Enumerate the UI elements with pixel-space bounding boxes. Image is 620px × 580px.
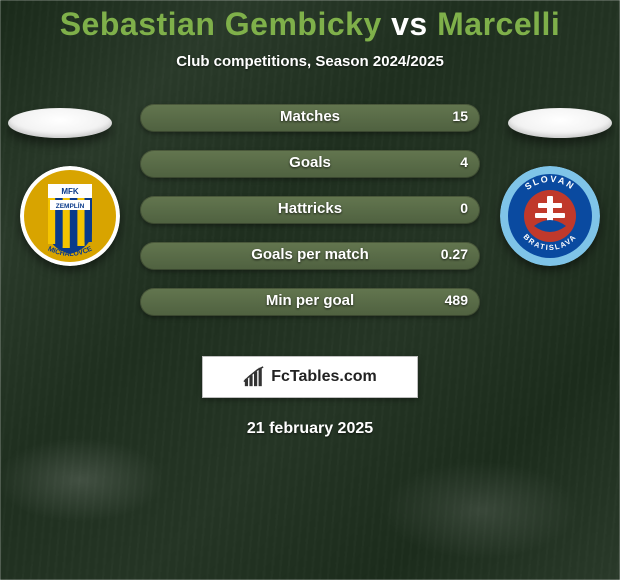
vs-text: vs <box>391 6 428 42</box>
stat-row: Goals per match0.27 <box>140 242 480 270</box>
stat-value-right: 0 <box>460 200 468 216</box>
comparison-card: Sebastian Gembicky vs Marcelli Club comp… <box>0 0 620 580</box>
stats-list: Matches15 Goals4 Hattricks0 Goals per match… <box>140 104 480 334</box>
stat-row: Matches15 <box>140 104 480 132</box>
stat-value-right: 489 <box>445 292 468 308</box>
player1-name: Sebastian Gembicky <box>60 6 382 42</box>
stat-label: Hattricks <box>140 200 480 217</box>
stats-arena: MFK ZEMPLÍN MICHALOVCE SLOVAN <box>0 108 620 338</box>
stat-value-right: 15 <box>452 108 468 124</box>
club-badge-left: MFK ZEMPLÍN MICHALOVCE <box>20 166 120 266</box>
svg-text:MFK: MFK <box>61 187 79 196</box>
stat-value-right: 4 <box>460 154 468 170</box>
date-text: 21 february 2025 <box>0 420 620 438</box>
spotlight-right <box>508 108 612 138</box>
stat-label: Goals per match <box>140 246 480 263</box>
chart-icon <box>243 366 265 388</box>
stat-label: Min per goal <box>140 292 480 309</box>
player2-name: Marcelli <box>437 6 560 42</box>
stat-row: Hattricks0 <box>140 196 480 224</box>
brand-text: FcTables.com <box>271 368 377 386</box>
spotlight-left <box>8 108 112 138</box>
stat-label: Matches <box>140 108 480 125</box>
club-logo-left: MFK ZEMPLÍN MICHALOVCE <box>20 166 120 266</box>
stat-label: Goals <box>140 154 480 171</box>
page-title: Sebastian Gembicky vs Marcelli <box>0 0 620 43</box>
svg-text:ZEMPLÍN: ZEMPLÍN <box>56 201 85 210</box>
stat-row: Min per goal489 <box>140 288 480 316</box>
stat-value-right: 0.27 <box>441 246 468 262</box>
brand-box[interactable]: FcTables.com <box>202 356 418 398</box>
stat-row: Goals4 <box>140 150 480 178</box>
subtitle: Club competitions, Season 2024/2025 <box>0 53 620 70</box>
club-logo-right: SLOVAN BRATISLAVA <box>500 166 600 266</box>
club-badge-right: SLOVAN BRATISLAVA <box>500 166 600 266</box>
